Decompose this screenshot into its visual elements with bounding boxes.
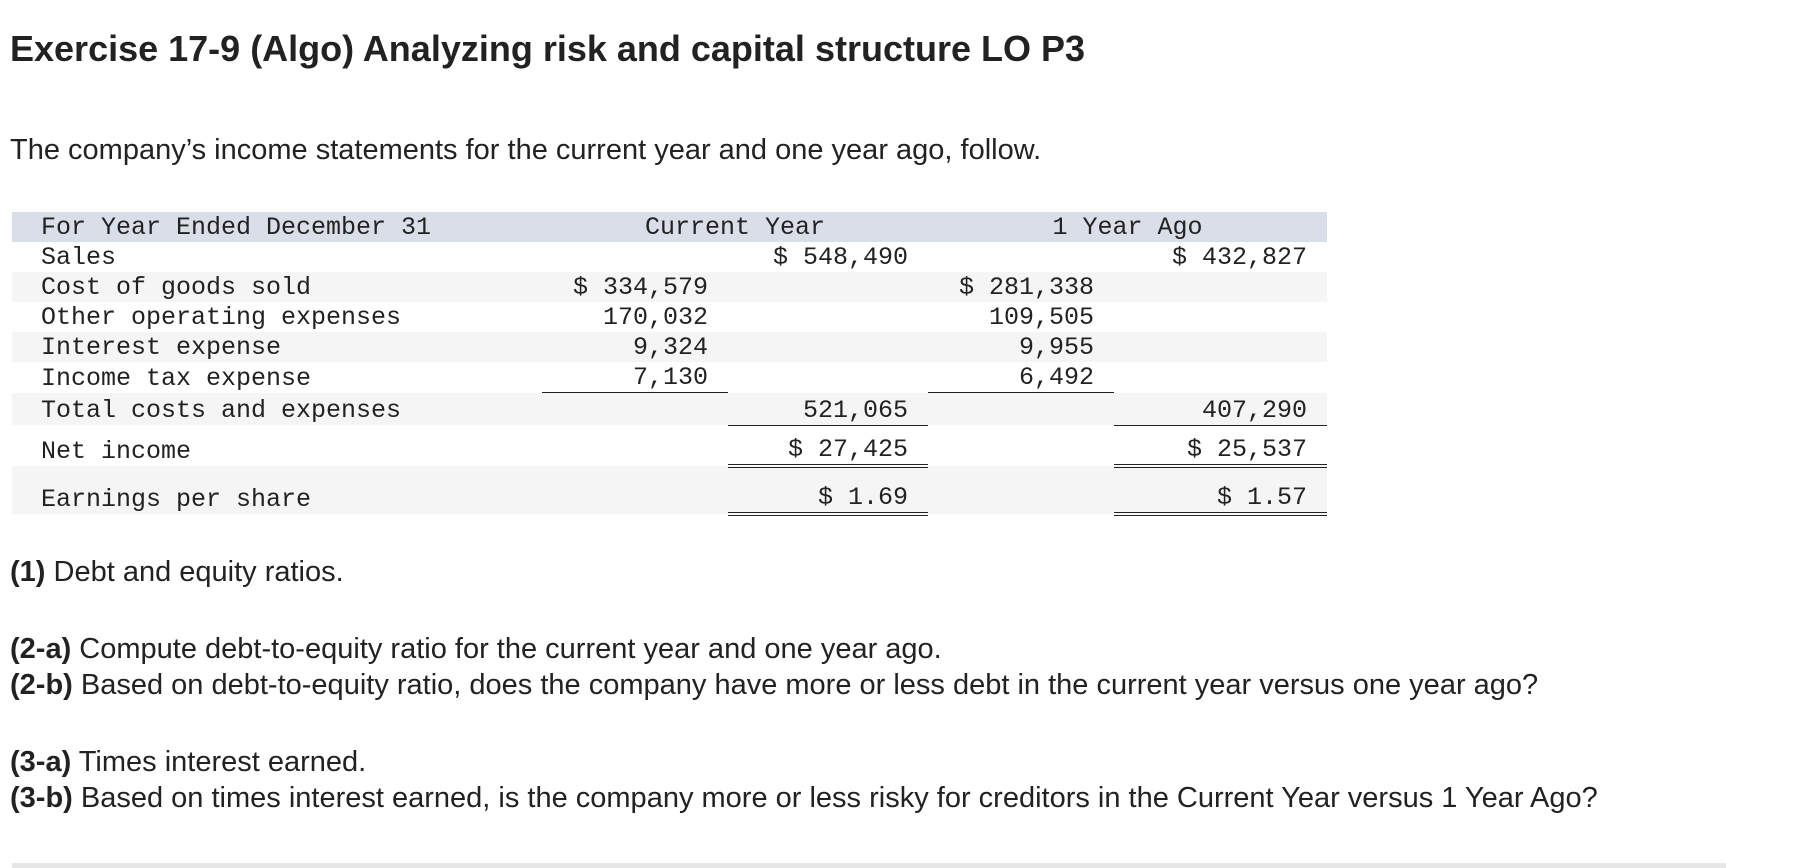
question-label: (3-a): [10, 746, 72, 778]
question: (2-b) Based on debt-to-equity ratio, doe…: [10, 669, 1538, 702]
title: Exercise 17-9 (Algo) Analyzing risk and …: [10, 28, 1086, 69]
cell: For Year Ended December 31: [12, 212, 542, 242]
question-text: Times interest earned.: [78, 746, 367, 778]
cell: $ 25,537: [1114, 425, 1327, 468]
divider: [12, 863, 1726, 868]
row: Total costs and expenses 521,065 407,290: [12, 392, 1327, 426]
header-row: For Year Ended December 31 Current Year 1 …: [12, 212, 1327, 242]
question: (2-a) Compute debt-to-equity ratio for t…: [10, 633, 942, 666]
question-label: (1): [10, 556, 46, 588]
row: Other operating expenses 170,032 109,505: [12, 302, 1327, 332]
cell: $ 281,338: [928, 272, 1114, 302]
cell: Cost of goods sold: [12, 272, 542, 302]
cell: $ 334,579: [542, 272, 728, 302]
row: Sales $ 548,490 $ 432,827: [12, 242, 1327, 272]
row: Earnings per share $ 1.69 $ 1.57: [12, 465, 1327, 516]
cell: Total costs and expenses: [12, 392, 542, 425]
question-text: Based on debt-to-equity ratio, does the …: [80, 669, 1539, 701]
cell: 521,065: [728, 392, 928, 426]
cell: $ 1.57: [1114, 465, 1327, 516]
cell: 170,032: [602, 303, 708, 332]
cell: Current Year: [542, 212, 928, 242]
row: Cost of goods sold $ 334,579 $ 281,338: [12, 272, 1327, 302]
cell: Net income: [41, 436, 192, 466]
cell: 407,290: [1114, 392, 1327, 426]
cell: $ 1.69: [728, 465, 928, 516]
cell: Earnings per share: [12, 465, 542, 514]
question-text: Compute debt-to-equity ratio for the cur…: [79, 633, 942, 665]
cell: $ 548,490: [772, 243, 908, 272]
question: (3-a) Times interest earned.: [10, 746, 366, 779]
cell: 9,955: [928, 332, 1114, 362]
cell: Other operating expenses: [41, 303, 402, 332]
row: Income tax expense 7,130 6,492: [12, 362, 1327, 393]
question-text: Based on times interest earned, is the c…: [80, 782, 1598, 814]
cell: 109,505: [988, 303, 1094, 332]
cell: Interest expense: [12, 332, 542, 362]
question-text: Debt and equity ratios.: [53, 556, 344, 588]
row: Net income $ 27,425 $ 25,537: [12, 425, 1327, 468]
intro: The company’s income statements for the …: [10, 134, 1042, 166]
cell: 7,130: [542, 362, 728, 393]
question-label: (2-b): [10, 669, 73, 701]
cell: 9,324: [542, 332, 728, 362]
cell: $ 27,425: [728, 425, 928, 468]
cell: 1 Year Ago: [928, 212, 1327, 242]
question-label: (2-a): [10, 633, 72, 665]
question: (1) Debt and equity ratios.: [10, 556, 344, 589]
row: Interest expense 9,324 9,955: [12, 332, 1327, 362]
cell: $ 432,827: [1171, 243, 1307, 272]
question-label: (3-b): [10, 782, 73, 814]
cell: Sales: [41, 243, 117, 272]
question: (3-b) Based on times interest earned, is…: [10, 782, 1598, 815]
cell: 6,492: [928, 362, 1114, 393]
income-table: For Year Ended December 31 Current Year 1 …: [12, 212, 1327, 516]
cell: Income tax expense: [41, 363, 312, 393]
